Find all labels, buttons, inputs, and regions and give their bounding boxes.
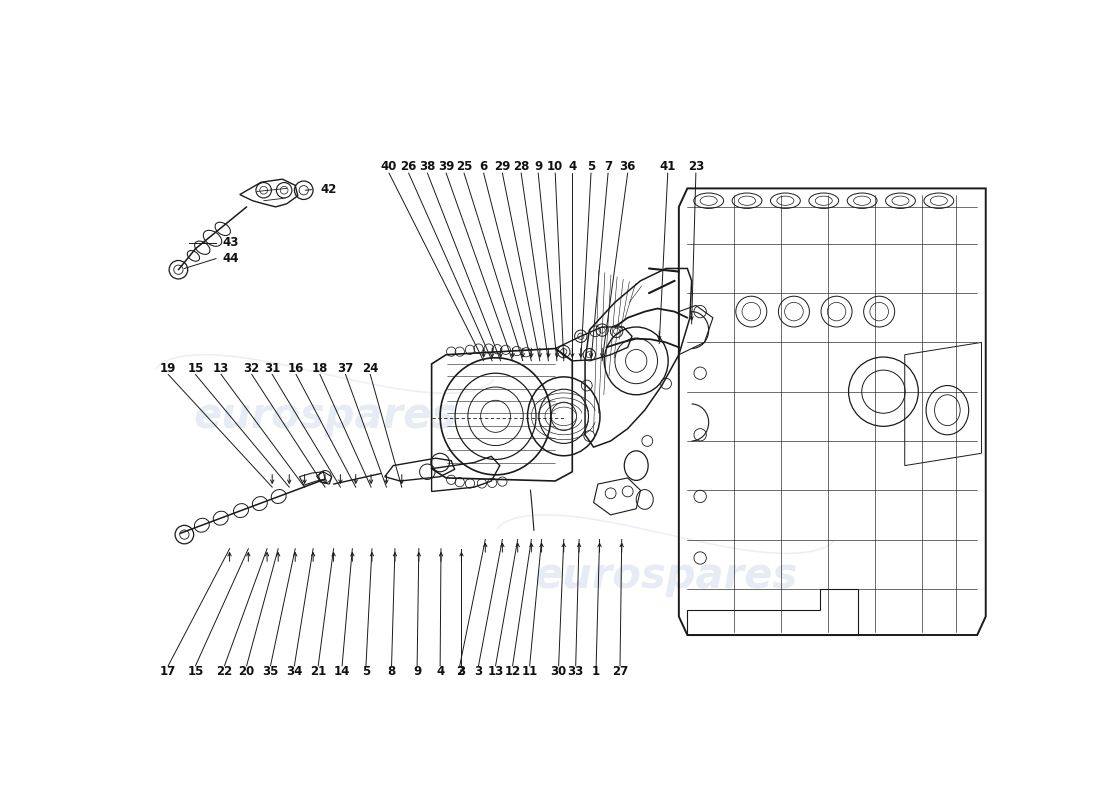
Text: 5: 5 xyxy=(362,666,370,678)
Text: 3: 3 xyxy=(474,666,483,678)
Text: 16: 16 xyxy=(288,362,305,374)
Text: 26: 26 xyxy=(400,160,417,174)
Text: eurospares: eurospares xyxy=(535,555,798,598)
Text: 15: 15 xyxy=(187,666,204,678)
Text: 41: 41 xyxy=(660,160,675,174)
Text: 25: 25 xyxy=(455,160,472,174)
Text: 34: 34 xyxy=(286,666,302,678)
Text: 5: 5 xyxy=(587,160,595,174)
Text: 17: 17 xyxy=(161,666,176,678)
Text: 9: 9 xyxy=(534,160,542,174)
Text: 28: 28 xyxy=(513,160,529,174)
Text: 1: 1 xyxy=(592,666,601,678)
Text: 9: 9 xyxy=(412,666,421,678)
Text: 44: 44 xyxy=(222,252,240,265)
Text: 31: 31 xyxy=(264,362,280,374)
Text: 43: 43 xyxy=(222,236,239,249)
Text: 3: 3 xyxy=(458,666,465,678)
Text: 24: 24 xyxy=(362,362,378,374)
Text: 20: 20 xyxy=(239,666,255,678)
Text: 10: 10 xyxy=(547,160,563,174)
Text: 14: 14 xyxy=(334,666,350,678)
Text: 22: 22 xyxy=(217,666,232,678)
Text: 29: 29 xyxy=(494,160,510,174)
Text: 38: 38 xyxy=(419,160,436,174)
Text: 19: 19 xyxy=(160,362,176,374)
Text: 4: 4 xyxy=(436,666,444,678)
Text: 2: 2 xyxy=(455,666,464,678)
Text: 15: 15 xyxy=(187,362,204,374)
Text: 21: 21 xyxy=(310,666,327,678)
Text: 13: 13 xyxy=(487,666,504,678)
Text: 18: 18 xyxy=(311,362,328,374)
Text: 30: 30 xyxy=(550,666,566,678)
Text: 23: 23 xyxy=(688,160,704,174)
Text: 33: 33 xyxy=(568,666,584,678)
Text: eurospares: eurospares xyxy=(194,395,456,438)
Text: 40: 40 xyxy=(381,160,397,174)
Text: 39: 39 xyxy=(438,160,454,174)
Text: 37: 37 xyxy=(338,362,353,374)
Text: 11: 11 xyxy=(521,666,538,678)
Text: 36: 36 xyxy=(619,160,636,174)
Text: 4: 4 xyxy=(569,160,576,174)
Text: 7: 7 xyxy=(604,160,612,174)
Text: 6: 6 xyxy=(480,160,487,174)
Text: 42: 42 xyxy=(321,183,338,196)
Text: 32: 32 xyxy=(243,362,260,374)
Text: 8: 8 xyxy=(387,666,396,678)
Text: 13: 13 xyxy=(213,362,229,374)
Text: 12: 12 xyxy=(505,666,520,678)
Text: 35: 35 xyxy=(262,666,278,678)
Text: 27: 27 xyxy=(612,666,628,678)
